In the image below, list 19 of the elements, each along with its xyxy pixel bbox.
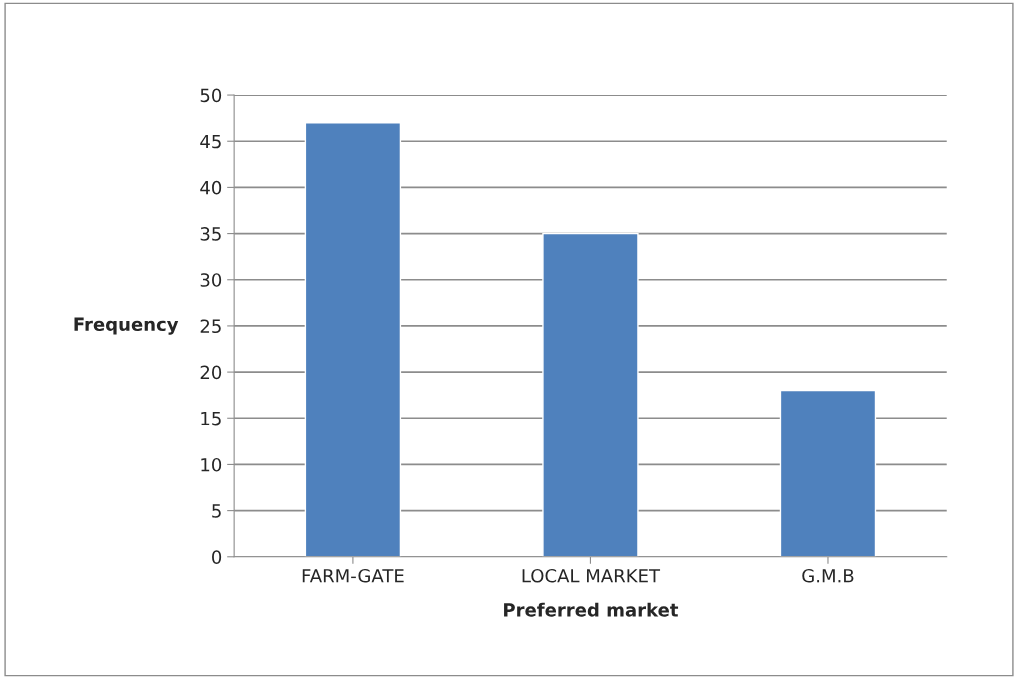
bar <box>304 122 402 557</box>
bar <box>779 389 877 557</box>
bar <box>542 232 639 557</box>
y-tick-label: 15 <box>201 411 221 426</box>
y-tick-label: 50 <box>200 88 222 103</box>
y-tick-label: 30 <box>200 273 222 287</box>
y-axis-title: Frequency <box>74 317 179 335</box>
y-tick-label: 5 <box>212 504 221 518</box>
y-tick-label: 40 <box>200 180 222 195</box>
y-tick-label: 25 <box>200 319 221 334</box>
x-tick-label: FARM-GATE <box>302 568 404 583</box>
y-tick-label: 10 <box>201 457 222 472</box>
y-tick-label: 45 <box>200 134 221 149</box>
y-tick-label: 0 <box>212 550 222 564</box>
x-tick-label: LOCAL MARKET <box>522 568 661 583</box>
y-tick-label: 20 <box>200 365 222 380</box>
x-tick-label: G.M.B <box>802 568 854 583</box>
x-axis-title: Preferred market <box>504 602 679 617</box>
y-tick-label: 35 <box>200 227 221 241</box>
